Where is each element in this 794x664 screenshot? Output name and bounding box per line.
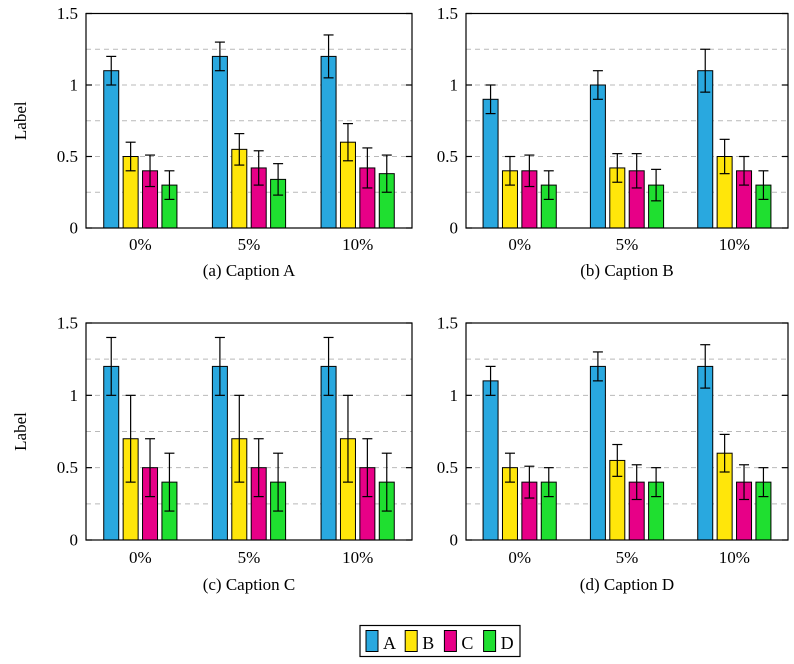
x-tick-label-c-0%: 0%: [129, 548, 152, 567]
x-tick-label-c-5%: 5%: [238, 548, 261, 567]
y-tick-label-a-0: 0: [70, 219, 79, 238]
legend-label-B: B: [422, 633, 434, 653]
legend-swatch-C: [443, 630, 457, 652]
y-axis-label-c: Label: [11, 412, 30, 451]
bar-d-10%-A: [697, 365, 714, 541]
x-tick-label-d-0%: 0%: [508, 548, 531, 567]
bar-d-5%-A: [589, 365, 606, 541]
y-tick-label-b-1: 1: [450, 76, 459, 95]
plot-box-b: [465, 12, 789, 229]
bar-b-0%-A: [482, 98, 499, 229]
y-tick-label-d-0: 0: [450, 531, 459, 550]
legend-swatch-B: [404, 630, 418, 652]
y-tick-label-a-0.5: 0.5: [57, 147, 78, 166]
caption-b: (b) Caption B: [580, 261, 674, 280]
y-tick-label-b-0.5: 0.5: [437, 147, 458, 166]
y-tick-label-b-1.5: 1.5: [437, 4, 458, 23]
y-tick-label-d-1.5: 1.5: [437, 314, 458, 333]
bar-a-10%-A: [320, 55, 337, 229]
x-tick-label-a-5%: 5%: [238, 235, 261, 254]
caption-a: (a) Caption A: [203, 261, 296, 280]
bar-d-0%-A: [482, 380, 499, 541]
y-tick-label-c-0.5: 0.5: [57, 458, 78, 477]
bar-b-10%-A: [697, 70, 714, 229]
y-axis-label-a: Label: [11, 101, 30, 140]
legend-swatch-A: [365, 630, 379, 652]
legend-label-C: C: [461, 633, 473, 653]
bar-b-5%-A: [589, 84, 606, 229]
x-tick-label-c-10%: 10%: [342, 548, 373, 567]
x-tick-label-b-0%: 0%: [508, 235, 531, 254]
legend-swatch-D: [483, 630, 497, 652]
y-tick-label-d-1: 1: [450, 386, 459, 405]
y-tick-label-c-1: 1: [70, 386, 79, 405]
x-tick-label-b-10%: 10%: [719, 235, 750, 254]
legend-label-A: A: [383, 633, 396, 653]
bar-a-5%-A: [211, 55, 228, 229]
y-tick-label-a-1.5: 1.5: [57, 4, 78, 23]
bar-a-0%-A: [103, 70, 120, 229]
plot-box-d: [465, 322, 789, 541]
y-tick-label-c-1.5: 1.5: [57, 314, 78, 333]
caption-c: (c) Caption C: [203, 575, 296, 594]
x-tick-label-b-5%: 5%: [616, 235, 639, 254]
y-tick-label-c-0: 0: [70, 531, 79, 550]
plot-box-c: [85, 322, 413, 541]
x-tick-label-d-10%: 10%: [719, 548, 750, 567]
y-tick-label-a-1: 1: [70, 76, 79, 95]
y-tick-label-b-0: 0: [450, 219, 459, 238]
x-tick-label-a-0%: 0%: [129, 235, 152, 254]
plot-box-a: [85, 12, 413, 229]
caption-d: (d) Caption D: [580, 575, 674, 594]
legend-label-D: D: [501, 633, 514, 653]
x-tick-label-d-5%: 5%: [616, 548, 639, 567]
y-tick-label-d-0.5: 0.5: [437, 458, 458, 477]
x-tick-label-a-10%: 10%: [342, 235, 373, 254]
